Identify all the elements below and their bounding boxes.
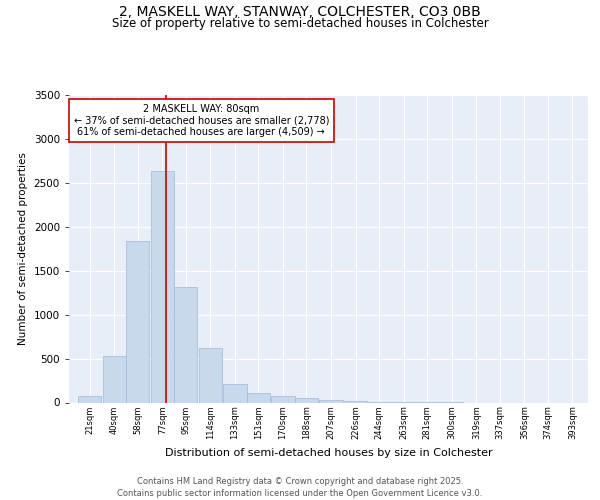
Text: Contains HM Land Registry data © Crown copyright and database right 2025.: Contains HM Land Registry data © Crown c… bbox=[137, 478, 463, 486]
Bar bbox=[271, 396, 295, 402]
Text: Size of property relative to semi-detached houses in Colchester: Size of property relative to semi-detach… bbox=[112, 18, 488, 30]
Text: 2 MASKELL WAY: 80sqm
← 37% of semi-detached houses are smaller (2,778)
61% of se: 2 MASKELL WAY: 80sqm ← 37% of semi-detac… bbox=[74, 104, 329, 138]
Bar bbox=[344, 400, 367, 402]
Text: Contains public sector information licensed under the Open Government Licence v3: Contains public sector information licen… bbox=[118, 489, 482, 498]
Y-axis label: Number of semi-detached properties: Number of semi-detached properties bbox=[18, 152, 28, 345]
Text: 2, MASKELL WAY, STANWAY, COLCHESTER, CO3 0BB: 2, MASKELL WAY, STANWAY, COLCHESTER, CO3… bbox=[119, 5, 481, 19]
Bar bbox=[151, 170, 174, 402]
Bar bbox=[103, 356, 126, 403]
Bar bbox=[295, 398, 318, 402]
Bar bbox=[319, 400, 343, 402]
Bar bbox=[126, 241, 149, 402]
Bar bbox=[247, 393, 270, 402]
Bar bbox=[174, 288, 197, 403]
X-axis label: Distribution of semi-detached houses by size in Colchester: Distribution of semi-detached houses by … bbox=[164, 448, 493, 458]
Bar bbox=[223, 384, 247, 402]
Bar bbox=[199, 348, 222, 403]
Bar bbox=[78, 396, 101, 402]
